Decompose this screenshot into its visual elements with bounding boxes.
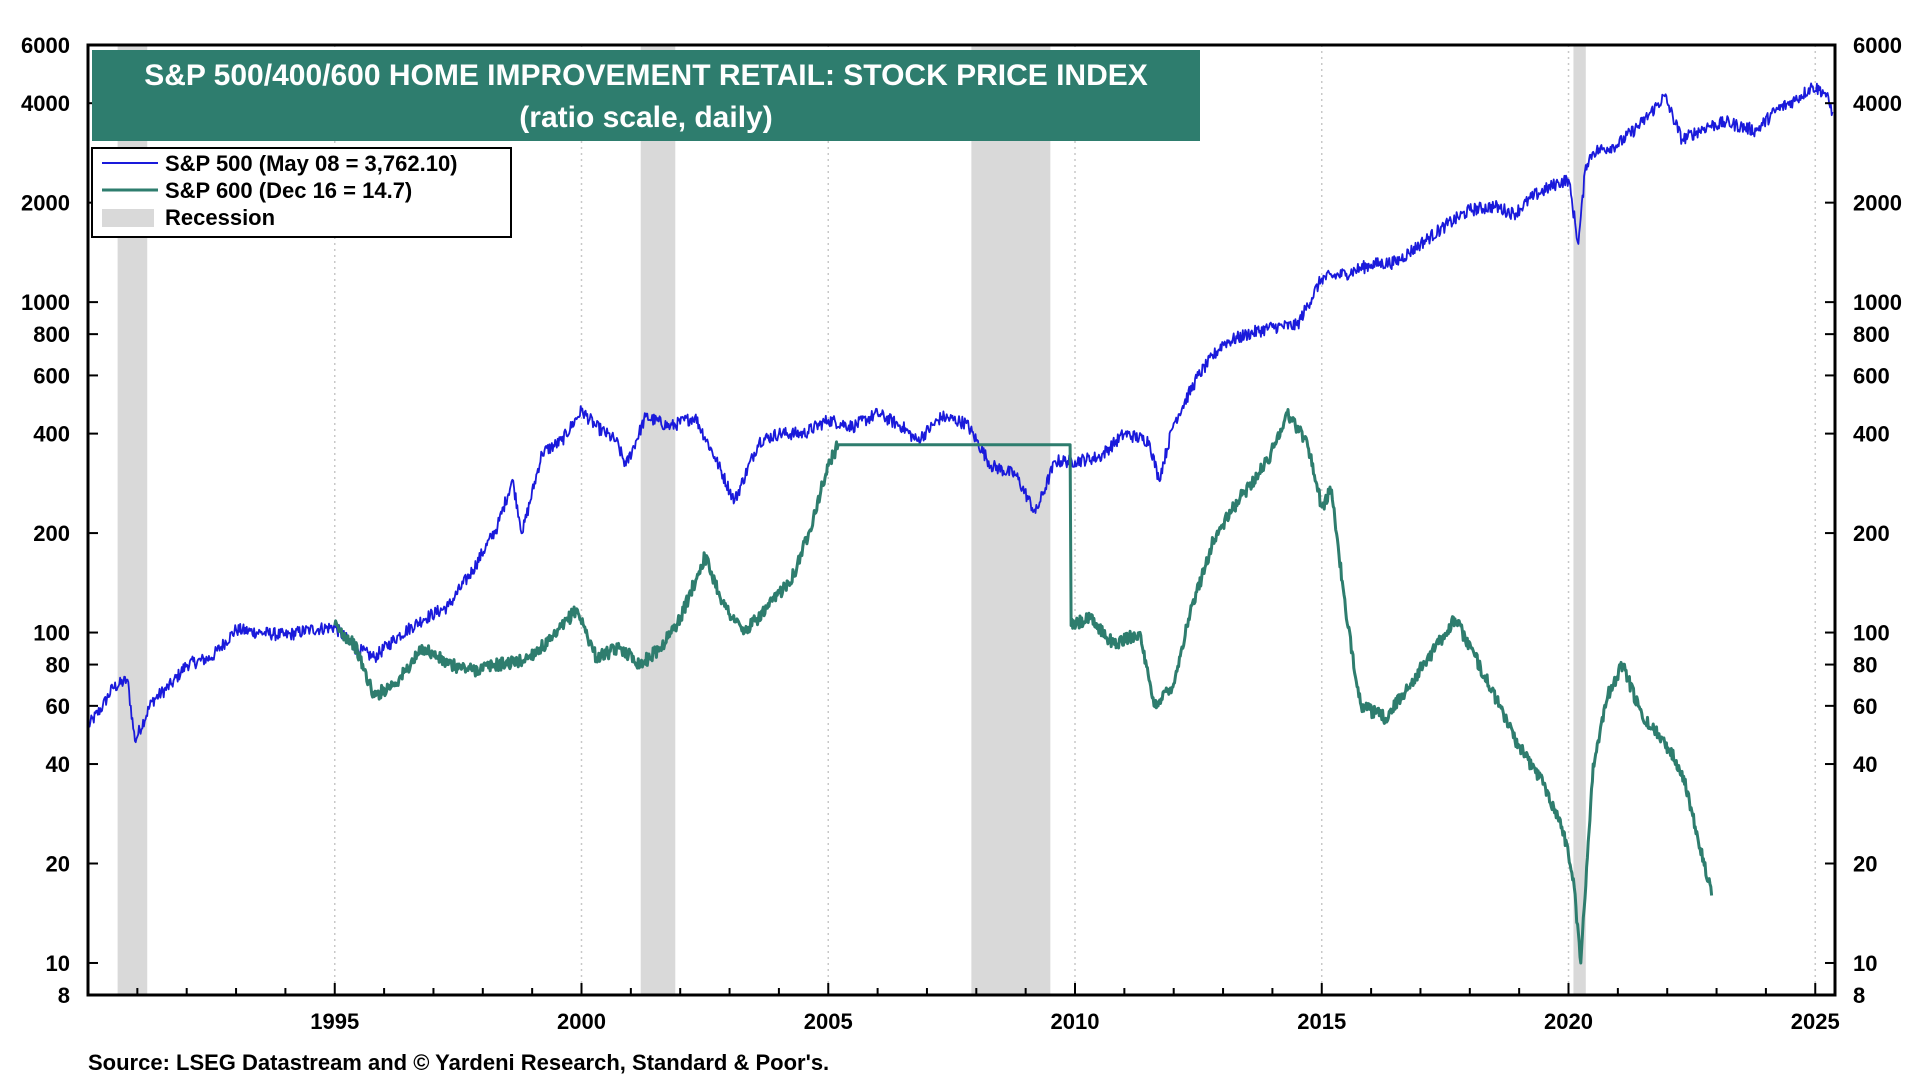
y-tick-label-left-14: 6000 [21, 33, 70, 58]
y-axis-right-labels: 8 10 20 40 60 80 100 200 400 600 800 1000 2000 4000 60… [1853, 33, 1902, 1008]
recession-band-3 [1573, 45, 1586, 995]
x-tick-label-1: 2000 [557, 1009, 606, 1034]
x-tick-label-6: 2025 [1791, 1009, 1840, 1034]
grid [334, 45, 1817, 995]
legend-box [91, 147, 512, 238]
chart-subtitle: (ratio scale, daily) [519, 101, 772, 134]
y-tick-label-left-7: 200 [33, 521, 70, 546]
y-axis-left-labels: 8 10 20 40 60 80 100 200 400 600 800 1000 2000 4000 60… [21, 33, 70, 1008]
series-lines [87, 82, 1834, 965]
x-tick-label-4: 2015 [1297, 1009, 1346, 1034]
y-tick-label-right-13: 4000 [1853, 91, 1902, 116]
title-box: S&P 500/400/600 HOME IMPROVEMENT RETAIL:… [92, 50, 1200, 141]
y-tick-label-right-1: 10 [1853, 951, 1877, 976]
y-tick-label-left-4: 60 [46, 694, 70, 719]
legend-swatch-recession [102, 209, 154, 227]
y-tick-label-right-14: 6000 [1853, 33, 1902, 58]
y-tick-label-left-0: 8 [58, 983, 70, 1008]
y-tick-label-left-3: 40 [46, 752, 70, 777]
y-tick-label-right-7: 200 [1853, 521, 1890, 546]
y-tick-label-left-11: 1000 [21, 290, 70, 315]
y-tick-label-right-2: 20 [1853, 852, 1877, 877]
y-tick-label-left-9: 600 [33, 363, 70, 388]
y-tick-label-left-8: 400 [33, 422, 70, 447]
x-axis-labels: 1995 2000 2005 2010 2015 2020 2025 [310, 1009, 1839, 1034]
legend: S&P 500 (May 08 = 3,762.10) S&P 600 (Dec… [91, 147, 512, 238]
x-tick-label-2: 2005 [804, 1009, 853, 1034]
y-tick-label-left-1: 10 [46, 951, 70, 976]
y-tick-label-left-5: 80 [46, 653, 70, 678]
chart-title: S&P 500/400/600 HOME IMPROVEMENT RETAIL:… [144, 59, 1148, 92]
plot-frame [86, 43, 1837, 997]
legend-label-recession: Recession [165, 205, 275, 230]
y-tick-label-right-4: 60 [1853, 694, 1877, 719]
x-tick-label-3: 2010 [1051, 1009, 1100, 1034]
y-tick-label-left-12: 2000 [21, 191, 70, 216]
y-tick-label-left-13: 4000 [21, 91, 70, 116]
x-tick-label-5: 2020 [1544, 1009, 1593, 1034]
y-tick-label-left-6: 100 [33, 621, 70, 646]
recession-band-2 [971, 45, 1051, 995]
title-background [92, 50, 1200, 141]
legend-label-sp600: S&P 600 (Dec 16 = 14.7) [165, 178, 412, 203]
y-tick-label-right-6: 100 [1853, 621, 1890, 646]
x-tick-label-0: 1995 [310, 1009, 359, 1034]
y-tick-label-right-8: 400 [1853, 422, 1890, 447]
y-tick-label-right-0: 8 [1853, 983, 1865, 1008]
recession-band-1 [640, 45, 676, 995]
series-line-sp500 [87, 82, 1834, 744]
series-line-sp600 [333, 408, 1714, 965]
source-note: Source: LSEG Datastream and © Yardeni Re… [88, 1050, 829, 1075]
y-tick-label-right-9: 600 [1853, 363, 1890, 388]
y-tick-label-right-12: 2000 [1853, 191, 1902, 216]
y-tick-label-right-5: 80 [1853, 653, 1877, 678]
y-tick-label-left-10: 800 [33, 322, 70, 347]
y-tick-label-left-2: 20 [46, 852, 70, 877]
y-tick-label-right-3: 40 [1853, 752, 1877, 777]
legend-label-sp500: S&P 500 (May 08 = 3,762.10) [165, 151, 458, 176]
axis-ticks [87, 44, 1835, 996]
y-tick-label-right-10: 800 [1853, 322, 1890, 347]
y-tick-label-right-11: 1000 [1853, 290, 1902, 315]
